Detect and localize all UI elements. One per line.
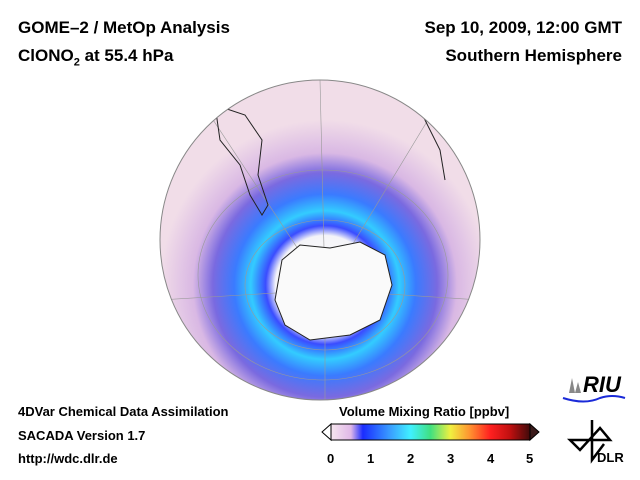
dlr-logo-icon: [566, 420, 613, 464]
pressure-level: at 55.4 hPa: [79, 46, 174, 65]
antarctica-outline: [274, 241, 393, 341]
colorbar-min-arrow: [321, 422, 332, 442]
footer-line1: 4DVar Chemical Data Assimilation: [18, 404, 229, 419]
riu-logo-wave: [562, 395, 626, 403]
riu-logo-towers: [569, 378, 581, 393]
globe-disk: [160, 80, 480, 400]
colorbar-title: Volume Mixing Ratio [ppbv]: [339, 404, 510, 419]
colorbar-tick: 0: [327, 451, 335, 466]
colorbar-tick: 4: [487, 451, 495, 466]
globe-border: [159, 79, 481, 401]
south-america-outline: [214, 104, 269, 216]
footer-url[interactable]: http://wdc.dlr.de: [18, 451, 118, 466]
date-time: Sep 10, 2009, 12:00 GMT: [424, 18, 623, 37]
species-name: ClONO: [18, 46, 74, 65]
colorbar-tick: 1: [367, 451, 375, 466]
title-species: ClONO2 at 55.4 hPa: [18, 46, 173, 68]
dlr-logo-text: DLR: [597, 450, 624, 465]
footer-line2: SACADA Version 1.7: [18, 428, 146, 443]
colorbar-max-arrow: [529, 422, 540, 442]
species-subscript: 2: [73, 56, 80, 69]
title-line1: GOME–2 / MetOp Analysis: [18, 18, 230, 37]
colorbar-tick: 2: [407, 451, 415, 466]
riu-logo-text: RIU: [583, 372, 621, 397]
colorbar-tick: 5: [526, 451, 534, 466]
hemisphere: Southern Hemisphere: [445, 46, 622, 65]
colorbar: [330, 423, 531, 441]
colorbar-tick: 3: [447, 451, 455, 466]
